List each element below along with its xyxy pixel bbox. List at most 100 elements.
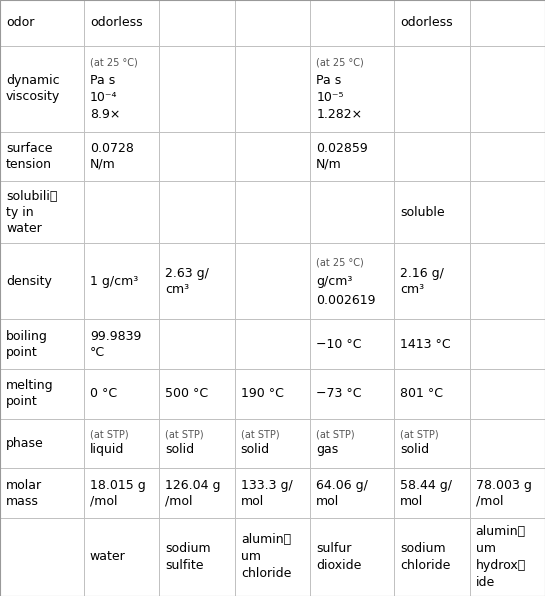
Bar [394,319,470,369]
Bar [470,132,545,181]
Text: gas: gas [316,443,338,456]
Bar [159,46,235,132]
Bar [310,181,394,243]
Bar [0,0,84,46]
Text: phase: phase [6,437,44,450]
Text: solid: solid [241,443,270,456]
Bar [0,243,84,319]
Text: water: water [90,550,125,563]
Bar [470,319,545,369]
Text: g/cm³: g/cm³ [316,275,353,288]
Text: solubiliꞏ
ty in
water: solubiliꞏ ty in water [6,190,57,235]
Text: (at STP): (at STP) [165,430,204,439]
Bar [0,132,84,181]
Text: 2.63 g/
cm³: 2.63 g/ cm³ [165,267,209,296]
Text: (at STP): (at STP) [316,430,355,439]
Bar [0,319,84,369]
Bar [235,0,310,46]
Text: 0.02859
N/m: 0.02859 N/m [316,142,368,171]
Text: liquid: liquid [90,443,124,456]
Bar [235,418,310,468]
Text: 133.3 g/
mol: 133.3 g/ mol [241,479,293,508]
Text: 99.9839
°C: 99.9839 °C [90,330,141,359]
Bar [470,468,545,518]
Bar [235,46,310,132]
Bar [310,468,394,518]
Bar [159,468,235,518]
Text: odorless: odorless [400,16,453,29]
Text: sodium
sulfite: sodium sulfite [165,542,211,572]
Text: 8.9×: 8.9× [90,108,120,121]
Text: aluminꞏ
um
chloride: aluminꞏ um chloride [241,533,291,581]
Text: −73 °C: −73 °C [316,387,362,401]
Bar [470,518,545,596]
Bar [394,243,470,319]
Bar [84,319,159,369]
Bar [235,369,310,418]
Bar [310,0,394,46]
Text: density: density [6,275,52,288]
Bar [394,468,470,518]
Bar [310,418,394,468]
Bar [84,132,159,181]
Bar [470,243,545,319]
Bar [159,319,235,369]
Text: boiling
point: boiling point [6,330,48,359]
Bar [159,132,235,181]
Text: 58.44 g/
mol: 58.44 g/ mol [400,479,452,508]
Text: Pa s: Pa s [90,73,115,86]
Bar [470,46,545,132]
Bar [235,518,310,596]
Bar [159,243,235,319]
Bar [394,369,470,418]
Text: 1 g/cm³: 1 g/cm³ [90,275,138,288]
Text: (at STP): (at STP) [400,430,439,439]
Text: odor: odor [6,16,34,29]
Bar [394,132,470,181]
Text: (at STP): (at STP) [241,430,280,439]
Text: 0.002619: 0.002619 [316,294,376,307]
Bar [84,369,159,418]
Text: 126.04 g
/mol: 126.04 g /mol [165,479,221,508]
Text: aluminꞏ
um
hydroxꞏ
ide: aluminꞏ um hydroxꞏ ide [476,525,526,589]
Text: solid: solid [165,443,195,456]
Text: 18.015 g
/mol: 18.015 g /mol [90,479,146,508]
Bar [84,181,159,243]
Bar [84,418,159,468]
Bar [0,46,84,132]
Text: molar
mass: molar mass [6,479,42,508]
Bar [235,468,310,518]
Bar [0,181,84,243]
Bar [310,243,394,319]
Text: −10 °C: −10 °C [316,338,362,351]
Text: soluble: soluble [400,206,445,219]
Bar [310,46,394,132]
Bar [394,0,470,46]
Text: 190 °C: 190 °C [241,387,283,401]
Bar [235,181,310,243]
Bar [159,0,235,46]
Bar [84,0,159,46]
Bar [470,369,545,418]
Text: 1.282×: 1.282× [316,108,362,121]
Text: sulfur
dioxide: sulfur dioxide [316,542,361,572]
Bar [394,418,470,468]
Bar [394,46,470,132]
Bar [0,418,84,468]
Text: surface
tension: surface tension [6,142,52,171]
Bar [84,518,159,596]
Text: 64.06 g/
mol: 64.06 g/ mol [316,479,368,508]
Bar [0,369,84,418]
Bar [84,243,159,319]
Text: (at STP): (at STP) [90,430,129,439]
Text: 2.16 g/
cm³: 2.16 g/ cm³ [400,267,444,296]
Text: melting
point: melting point [6,379,53,408]
Text: sodium
chloride: sodium chloride [400,542,451,572]
Bar [470,181,545,243]
Bar [394,181,470,243]
Bar [0,468,84,518]
Text: 78.003 g
/mol: 78.003 g /mol [476,479,531,508]
Bar [470,418,545,468]
Bar [0,518,84,596]
Text: (at 25 °C): (at 25 °C) [316,58,364,68]
